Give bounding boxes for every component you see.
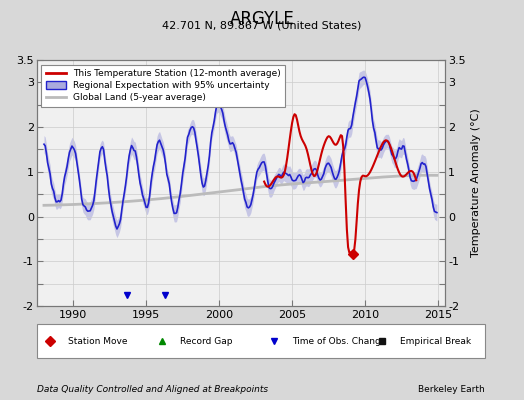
Text: Data Quality Controlled and Aligned at Breakpoints: Data Quality Controlled and Aligned at B… <box>37 385 268 394</box>
Text: Empirical Break: Empirical Break <box>400 336 471 346</box>
FancyBboxPatch shape <box>37 324 485 358</box>
Text: Berkeley Earth: Berkeley Earth <box>418 385 485 394</box>
Y-axis label: Temperature Anomaly (°C): Temperature Anomaly (°C) <box>472 109 482 257</box>
Text: 42.701 N, 89.867 W (United States): 42.701 N, 89.867 W (United States) <box>162 20 362 30</box>
Legend: This Temperature Station (12-month average), Regional Expectation with 95% uncer: This Temperature Station (12-month avera… <box>41 64 285 107</box>
Text: Time of Obs. Change: Time of Obs. Change <box>292 336 386 346</box>
Text: Record Gap: Record Gap <box>180 336 233 346</box>
Text: ARGYLE: ARGYLE <box>230 10 294 28</box>
Text: Station Move: Station Move <box>68 336 127 346</box>
